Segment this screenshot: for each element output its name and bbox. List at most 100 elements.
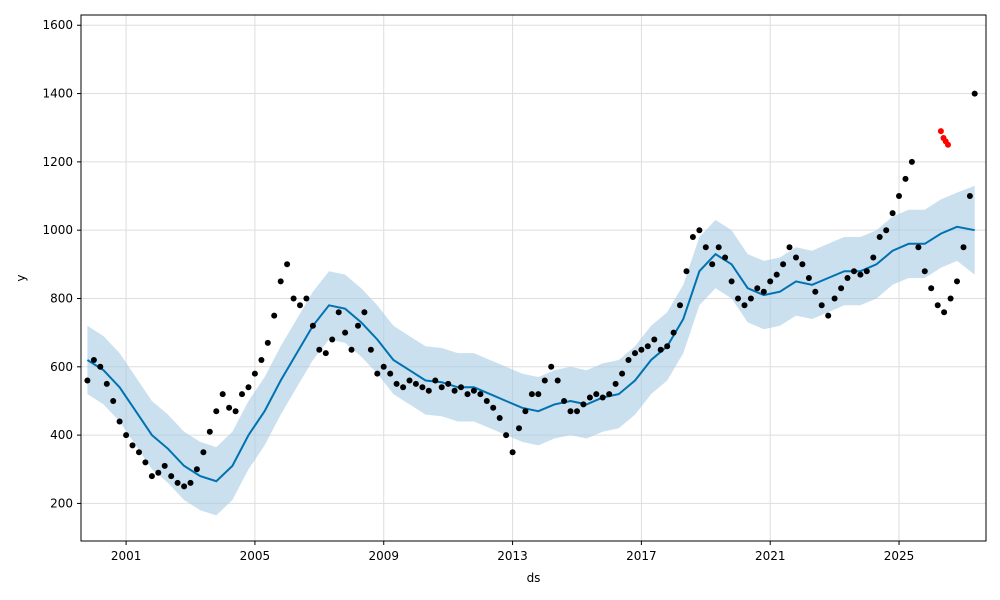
observed-point <box>290 295 297 302</box>
y-tick-label: 800 <box>50 291 73 305</box>
observed-point <box>883 227 890 234</box>
observed-point <box>722 254 729 261</box>
observed-point <box>619 370 626 377</box>
observed-point <box>702 244 709 251</box>
observed-point <box>561 398 568 404</box>
observed-point <box>548 363 555 370</box>
observed-point <box>90 357 97 363</box>
observed-point <box>251 370 258 377</box>
observed-point <box>451 387 458 394</box>
observed-point <box>644 343 651 350</box>
observed-point <box>103 380 110 387</box>
observed-point <box>870 254 877 261</box>
observed-point <box>954 278 960 285</box>
observed-point <box>908 158 915 165</box>
observed-point <box>593 391 600 398</box>
observed-point <box>464 391 471 398</box>
x-tick-label: 2025 <box>884 549 915 563</box>
observed-point <box>239 391 245 398</box>
observed-point <box>297 302 303 309</box>
observed-point <box>342 329 349 336</box>
observed-point <box>97 363 104 370</box>
observed-point <box>284 261 291 268</box>
observed-point <box>245 384 252 391</box>
observed-point <box>412 380 419 387</box>
observed-point <box>432 377 439 384</box>
observed-point <box>735 295 741 302</box>
observed-point <box>483 398 490 404</box>
forecast-line <box>86 225 975 483</box>
y-tick-label: 1400 <box>42 87 73 101</box>
observed-point <box>934 302 941 309</box>
observed-point <box>470 387 477 394</box>
outlier-point <box>945 141 951 148</box>
observed-point <box>206 428 213 435</box>
observed-point <box>689 234 696 240</box>
observed-point <box>754 285 761 292</box>
observed-point <box>683 268 690 275</box>
observed-point <box>580 401 587 408</box>
observed-point <box>625 357 632 363</box>
observed-point <box>522 408 529 415</box>
observed-point <box>528 391 535 398</box>
y-tick-label: 600 <box>50 360 73 374</box>
observed-point <box>123 432 130 439</box>
observed-point <box>129 442 136 449</box>
observed-point <box>966 193 973 199</box>
observed-point <box>316 346 323 353</box>
observed-point <box>915 244 922 251</box>
plot-frame <box>80 14 987 542</box>
observed-point <box>142 459 149 466</box>
observed-point <box>361 309 368 316</box>
observed-point <box>741 302 748 309</box>
outlier-points <box>937 128 951 148</box>
observed-point <box>599 394 606 401</box>
observed-point <box>174 479 181 486</box>
observed-point <box>760 288 767 295</box>
y-axis-title: y <box>14 274 28 281</box>
y-tick-label: 200 <box>50 496 73 510</box>
observed-point <box>213 408 220 415</box>
observed-point <box>193 466 200 473</box>
observed-point <box>670 329 677 336</box>
observed-point <box>786 244 793 251</box>
observed-point <box>612 380 619 387</box>
observed-point <box>155 469 162 476</box>
observed-point <box>374 370 381 377</box>
observed-point <box>303 295 310 302</box>
observed-point <box>586 394 593 401</box>
observed-point <box>780 261 787 268</box>
observed-point <box>709 261 716 268</box>
observed-point <box>367 346 374 353</box>
observed-point <box>696 227 703 234</box>
observed-point <box>928 285 935 292</box>
observed-point <box>857 271 864 278</box>
y-tick-label: 1600 <box>42 18 73 32</box>
observed-point <box>355 322 361 329</box>
observed-point <box>728 278 735 285</box>
observed-point <box>490 404 497 411</box>
observed-point <box>799 261 806 268</box>
observed-point <box>329 336 336 343</box>
x-axis-title: ds <box>527 571 541 585</box>
observed-point <box>632 350 638 357</box>
observed-point <box>400 384 407 391</box>
observed-point <box>161 462 168 469</box>
observed-point <box>606 391 613 398</box>
observed-point <box>335 309 342 316</box>
observed-point <box>941 309 948 316</box>
observed-point <box>380 363 387 370</box>
observed-point <box>148 473 155 480</box>
forecast-line-path <box>86 225 975 483</box>
observed-point <box>348 346 355 353</box>
observed-point <box>876 234 883 240</box>
observed-point <box>773 271 780 278</box>
observed-point <box>168 473 175 480</box>
observed-point <box>960 244 967 251</box>
observed-point <box>541 377 548 384</box>
observed-point <box>271 312 278 319</box>
observed-point <box>136 449 142 456</box>
observed-point <box>277 278 284 285</box>
x-tick-label: 2009 <box>368 549 399 563</box>
